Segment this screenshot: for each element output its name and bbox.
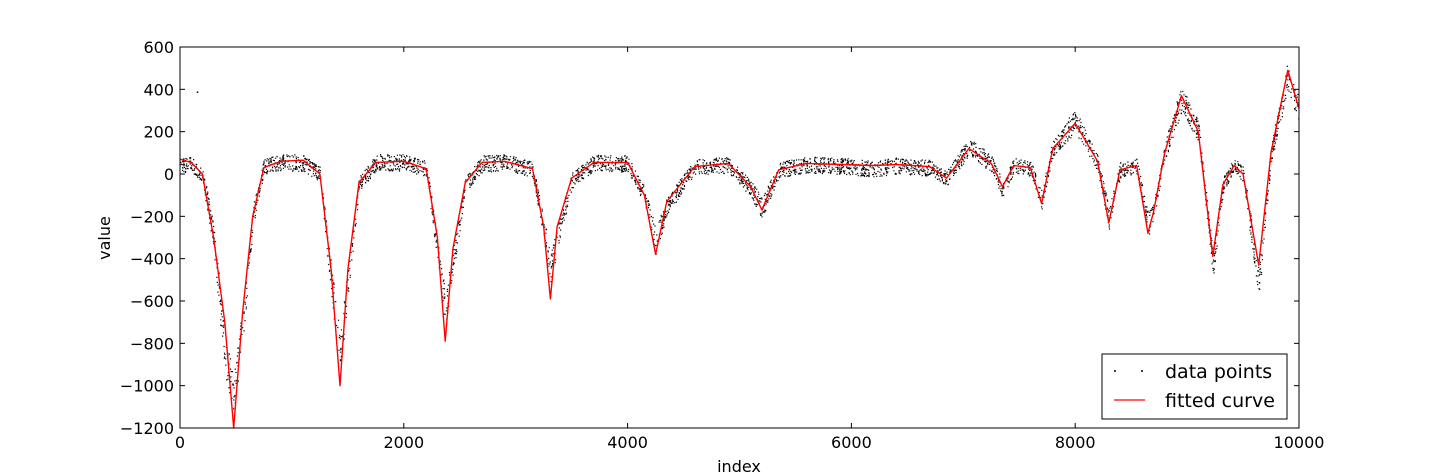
x-tick-label: 2000 xyxy=(383,433,424,452)
x-tick-label: 4000 xyxy=(607,433,648,452)
series-data-points xyxy=(180,65,1299,410)
legend-label-fitted-curve: fitted curve xyxy=(1165,390,1275,412)
x-tick-label: 6000 xyxy=(831,433,872,452)
y-axis: −1200 −1000 −800 −600 −400 −200 0 200 400 600 xyxy=(120,38,1299,438)
x-tick-label: 10000 xyxy=(1274,433,1325,452)
y-tick-label: −1200 xyxy=(120,419,174,438)
x-tick-label: 8000 xyxy=(1055,433,1096,452)
y-tick-label: 400 xyxy=(143,80,174,99)
y-axis-label: value xyxy=(95,216,114,260)
x-axis: 0 2000 4000 6000 8000 10000 xyxy=(175,47,1325,452)
x-tick-label: 0 xyxy=(175,433,185,452)
y-tick-label: −200 xyxy=(130,207,174,226)
y-tick-label: −1000 xyxy=(120,377,174,396)
y-tick-label: 600 xyxy=(143,38,174,57)
legend-box xyxy=(1101,353,1288,420)
y-tick-label: −800 xyxy=(130,334,174,353)
y-tick-label: 200 xyxy=(143,123,174,142)
legend-marker-data-points xyxy=(1141,370,1143,372)
y-tick-label: −400 xyxy=(130,250,174,269)
plot-area xyxy=(180,65,1299,428)
fitted-curve-line xyxy=(180,69,1299,428)
legend: data points fitted curve xyxy=(1101,353,1288,420)
data-point-outlier xyxy=(196,91,199,93)
axes-frame xyxy=(179,46,1300,429)
y-tick-label: −600 xyxy=(130,292,174,311)
legend-label-data-points: data points xyxy=(1165,361,1272,383)
x-axis-label: index xyxy=(717,457,761,476)
legend-marker-data-points xyxy=(1114,370,1116,372)
y-tick-label: 0 xyxy=(164,165,174,184)
